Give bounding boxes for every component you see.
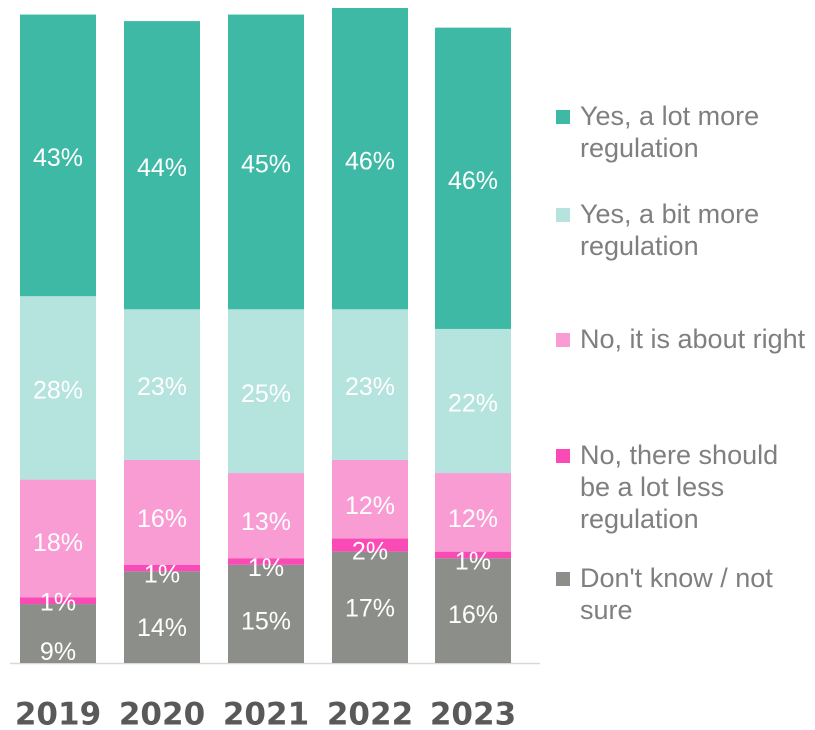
bar-segment	[435, 551, 511, 559]
bar-segment	[228, 14, 304, 310]
data-label: 1%	[144, 561, 180, 589]
bar-segment	[124, 21, 200, 310]
bar-segment	[435, 328, 511, 474]
legend-label: Yes, a bit more regulation	[580, 199, 760, 261]
data-label: 25%	[241, 380, 291, 408]
data-label: 15%	[241, 607, 291, 635]
bar-segment	[20, 479, 96, 598]
x-tick-label: 2020	[119, 697, 205, 730]
bar-segment	[332, 551, 408, 663]
legend-swatch	[556, 333, 570, 347]
legend-label: Yes, a lot more regulation	[580, 101, 760, 163]
data-label: 22%	[448, 390, 498, 418]
legend-swatch	[556, 110, 570, 124]
bar-segment	[435, 473, 511, 552]
legend-swatch	[556, 449, 570, 463]
legend-swatch	[556, 572, 570, 586]
data-label: 18%	[33, 529, 83, 557]
data-label: 12%	[448, 505, 498, 533]
data-label: 23%	[137, 373, 187, 401]
data-label: 16%	[137, 505, 187, 533]
data-label: 13%	[241, 508, 291, 536]
bar-segment	[332, 8, 408, 310]
data-label: 43%	[33, 144, 83, 172]
bar-segment	[332, 538, 408, 552]
legend-swatch	[556, 208, 570, 222]
data-label: 1%	[40, 588, 76, 616]
bar-segment	[435, 558, 511, 663]
data-label: 14%	[137, 614, 187, 642]
bar-segment	[20, 604, 96, 663]
data-label: 12%	[345, 492, 395, 520]
bar-segment	[332, 459, 408, 539]
x-tick-label: 2023	[430, 697, 516, 730]
legend-label: No, there should be a lot less regulatio…	[580, 440, 779, 534]
bar-segment	[124, 571, 200, 663]
data-label: 9%	[40, 638, 76, 666]
bar-segment	[20, 296, 96, 480]
bar-segment	[228, 473, 304, 559]
bar-segment	[332, 309, 408, 460]
bar-segment	[20, 597, 96, 605]
data-label: 23%	[345, 373, 395, 401]
bar-segment	[228, 309, 304, 474]
bar-segment	[20, 14, 96, 297]
x-tick-label: 2022	[327, 697, 413, 730]
x-tick-label: 2021	[223, 697, 309, 730]
bar-segment	[124, 564, 200, 572]
bar-segment	[228, 564, 304, 663]
legend-label: Don't know / not sure	[580, 563, 773, 625]
data-label: 16%	[448, 601, 498, 629]
data-label: 44%	[137, 154, 187, 182]
bar-segment	[435, 27, 511, 329]
data-label: 1%	[248, 554, 284, 582]
bar-segment	[124, 309, 200, 460]
legend-label: No, it is about right	[580, 324, 806, 354]
data-label: 45%	[241, 151, 291, 179]
data-label: 2%	[352, 538, 388, 566]
data-label: 46%	[345, 147, 395, 175]
data-label: 46%	[448, 167, 498, 195]
data-label: 17%	[345, 594, 395, 622]
data-label: 28%	[33, 377, 83, 405]
x-tick-label: 2019	[15, 697, 101, 730]
bar-segment	[228, 558, 304, 565]
bar-segment	[124, 459, 200, 565]
data-label: 1%	[455, 548, 491, 576]
